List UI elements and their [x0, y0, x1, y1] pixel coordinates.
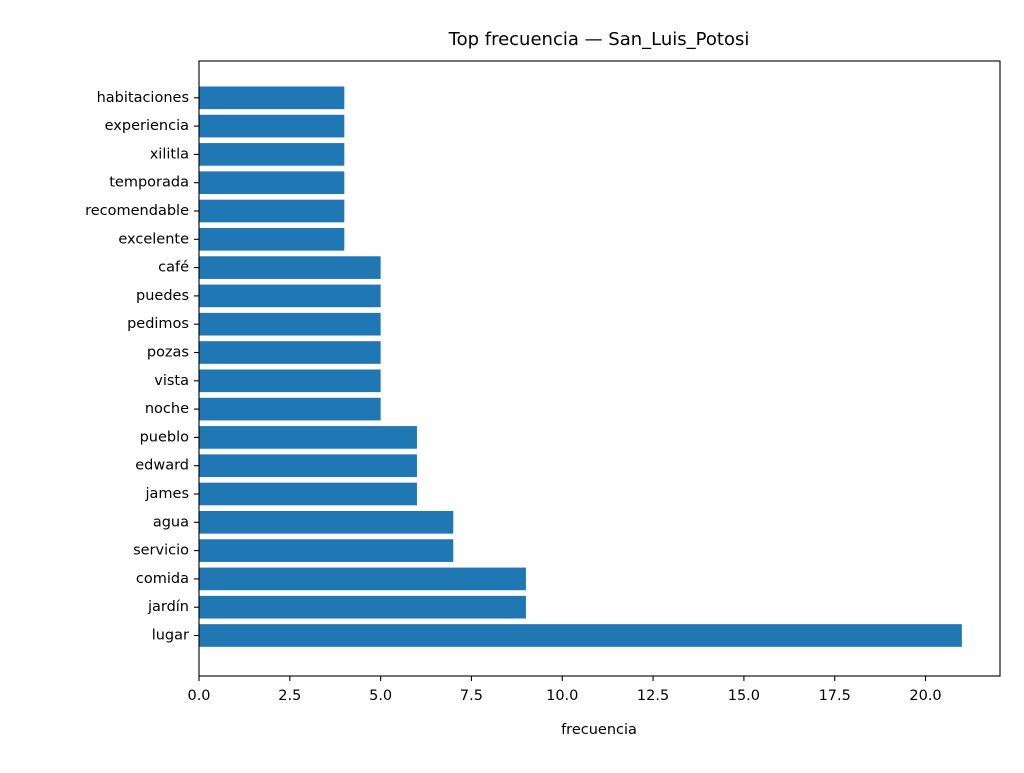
y-tick-label: café [158, 260, 189, 276]
x-tick-label: 7.5 [460, 688, 483, 704]
x-tick-label: 20.0 [909, 688, 941, 704]
bar-vista [199, 369, 381, 393]
bar-comida [199, 567, 526, 591]
y-tick-label: recomendable [85, 203, 189, 219]
y-tick-label: vista [154, 373, 189, 389]
y-tick-label: agua [153, 514, 189, 530]
bar-xilitla [199, 143, 345, 166]
y-tick-label: temporada [109, 175, 189, 191]
x-axis-label: frecuencia [561, 722, 637, 738]
x-tick-label: 12.5 [637, 688, 669, 704]
bar-pueblo [199, 426, 417, 449]
x-tick-label: 10.0 [546, 688, 578, 704]
bar-pedimos [199, 312, 381, 336]
y-tick-label: servicio [133, 543, 189, 559]
bar-lugar [199, 624, 962, 647]
chart-title: Top frecuencia — San_Luis_Potosi [448, 29, 750, 50]
bar-pozas [199, 341, 381, 364]
x-tick-label: 17.5 [819, 688, 851, 704]
bar-puedes [199, 284, 381, 308]
y-tick-label: pueblo [140, 429, 190, 445]
y-tick-label: edward [135, 458, 189, 474]
bar-jardín [199, 595, 526, 619]
bar-café [199, 256, 381, 279]
y-tick-label: xilitla [150, 146, 189, 162]
x-tick-label: 2.5 [278, 688, 301, 704]
y-tick-label: habitaciones [97, 90, 189, 106]
y-tick-label: experiencia [105, 118, 189, 134]
bar-excelente [199, 227, 345, 251]
y-tick-label: james [144, 486, 189, 502]
bar-james [199, 482, 417, 506]
y-tick-label: excelente [118, 231, 189, 247]
bar-edward [199, 454, 417, 478]
x-tick-label: 15.0 [728, 688, 760, 704]
bars-group [199, 86, 962, 647]
y-tick-label: lugar [152, 628, 189, 644]
bar-experiencia [199, 114, 345, 138]
y-tick-label: puedes [136, 288, 189, 304]
y-tick-label: comida [136, 571, 189, 587]
y-tick-label: pozas [147, 345, 189, 361]
bar-temporada [199, 171, 345, 195]
plot-frame [198, 60, 1001, 677]
bar-habitaciones [199, 86, 345, 110]
bar-recomendable [199, 199, 345, 223]
bar-agua [199, 510, 454, 534]
x-axis: 0.0 2.5 5.0 7.5 10.0 12.5 15.0 17.5 20.0 [187, 676, 942, 704]
y-tick-label: pedimos [127, 316, 189, 332]
bar-servicio [199, 539, 454, 562]
x-tick-label: 5.0 [369, 688, 392, 704]
y-tick-label: jardín [147, 599, 189, 615]
x-tick-label: 0.0 [187, 688, 210, 704]
bar-noche [199, 397, 381, 421]
y-axis: lugar jardín comida servicio agua james edward… [85, 90, 199, 644]
y-tick-label: noche [145, 401, 189, 417]
